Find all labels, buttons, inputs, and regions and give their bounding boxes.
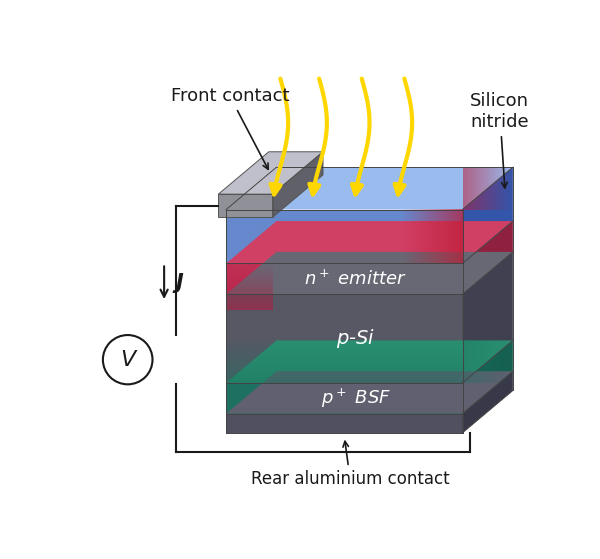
Polygon shape (272, 152, 323, 217)
Polygon shape (226, 383, 463, 414)
Polygon shape (226, 167, 513, 210)
Circle shape (103, 335, 152, 385)
Polygon shape (463, 252, 513, 383)
Text: Front contact: Front contact (171, 87, 289, 169)
Text: $p^+$ BSF: $p^+$ BSF (321, 386, 391, 410)
Text: Silicon
nitride: Silicon nitride (470, 92, 529, 188)
Polygon shape (463, 371, 513, 433)
Text: $n^+$ emitter: $n^+$ emitter (304, 269, 407, 288)
Polygon shape (226, 340, 513, 383)
Polygon shape (226, 294, 463, 383)
Polygon shape (226, 263, 463, 294)
Polygon shape (226, 371, 513, 414)
Polygon shape (463, 221, 513, 294)
Polygon shape (226, 414, 463, 433)
Polygon shape (463, 340, 513, 414)
Polygon shape (226, 252, 513, 294)
Text: $p$-Si: $p$-Si (337, 327, 376, 350)
Polygon shape (463, 167, 513, 263)
Polygon shape (218, 194, 272, 217)
Text: J: J (175, 273, 183, 293)
Polygon shape (226, 210, 463, 263)
Polygon shape (226, 221, 513, 263)
Text: V: V (120, 350, 136, 369)
Polygon shape (218, 152, 323, 194)
Text: Rear aluminium contact: Rear aluminium contact (251, 441, 449, 488)
